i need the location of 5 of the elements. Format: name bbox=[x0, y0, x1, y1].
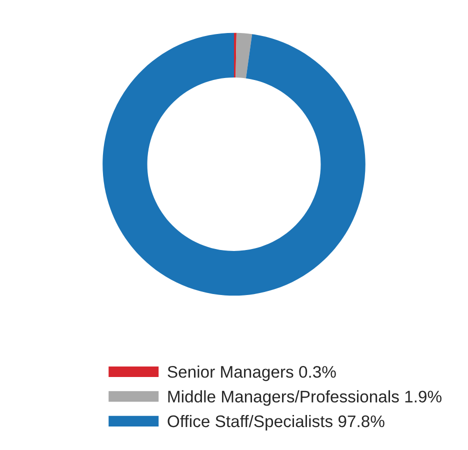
donut-slice bbox=[236, 32, 252, 78]
legend-label: Senior Managers 0.3% bbox=[168, 366, 336, 382]
legend-label: Office Staff/Specialists 97.8% bbox=[168, 414, 384, 430]
donut-slice bbox=[102, 32, 366, 296]
legend-label: Middle Managers/Professionals 1.9% bbox=[168, 390, 442, 406]
